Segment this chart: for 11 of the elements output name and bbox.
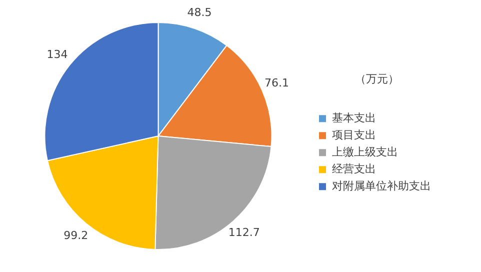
- data-label: 76.1: [264, 76, 290, 90]
- legend-label: 经营支出: [332, 162, 376, 176]
- legend-title: （万元）: [354, 72, 399, 86]
- data-label: 48.5: [187, 6, 212, 20]
- legend-label: 基本支出: [332, 111, 376, 124]
- data-label: 112.7: [228, 226, 260, 239]
- data-label: 99.2: [64, 228, 88, 242]
- legend-label: 上缴上级支出: [332, 145, 398, 158]
- legend-label: 项目支出: [332, 128, 376, 142]
- legend-label: 对附属单位补助支出: [332, 179, 431, 192]
- data-label: 134: [46, 48, 68, 61]
